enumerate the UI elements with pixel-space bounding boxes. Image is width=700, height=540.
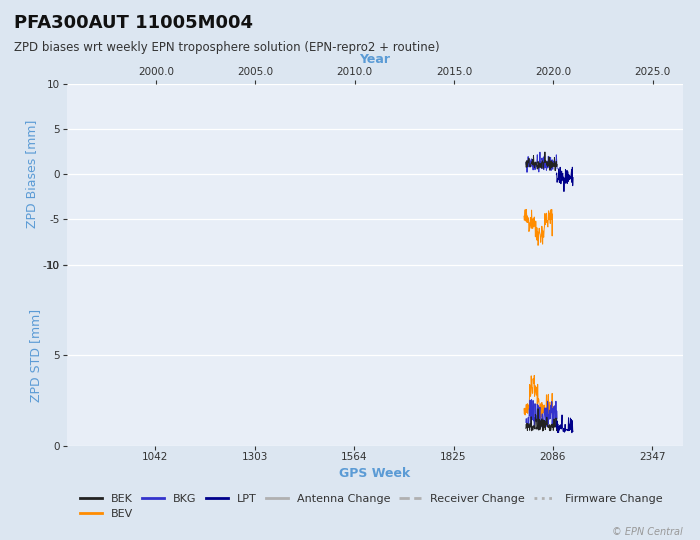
X-axis label: Year: Year [359,52,390,65]
Legend: BEK, BEV, BKG, LPT, Antenna Change, Receiver Change, Firmware Change: BEK, BEV, BKG, LPT, Antenna Change, Rece… [76,489,667,524]
Text: PFA300AUT 11005M004: PFA300AUT 11005M004 [14,14,253,31]
Y-axis label: ZPD Biases [mm]: ZPD Biases [mm] [25,120,38,228]
X-axis label: GPS Week: GPS Week [339,467,410,480]
Text: © EPN Central: © EPN Central [612,527,682,537]
Y-axis label: ZPD STD [mm]: ZPD STD [mm] [29,308,42,402]
Text: ZPD biases wrt weekly EPN troposphere solution (EPN-repro2 + routine): ZPD biases wrt weekly EPN troposphere so… [14,40,440,53]
